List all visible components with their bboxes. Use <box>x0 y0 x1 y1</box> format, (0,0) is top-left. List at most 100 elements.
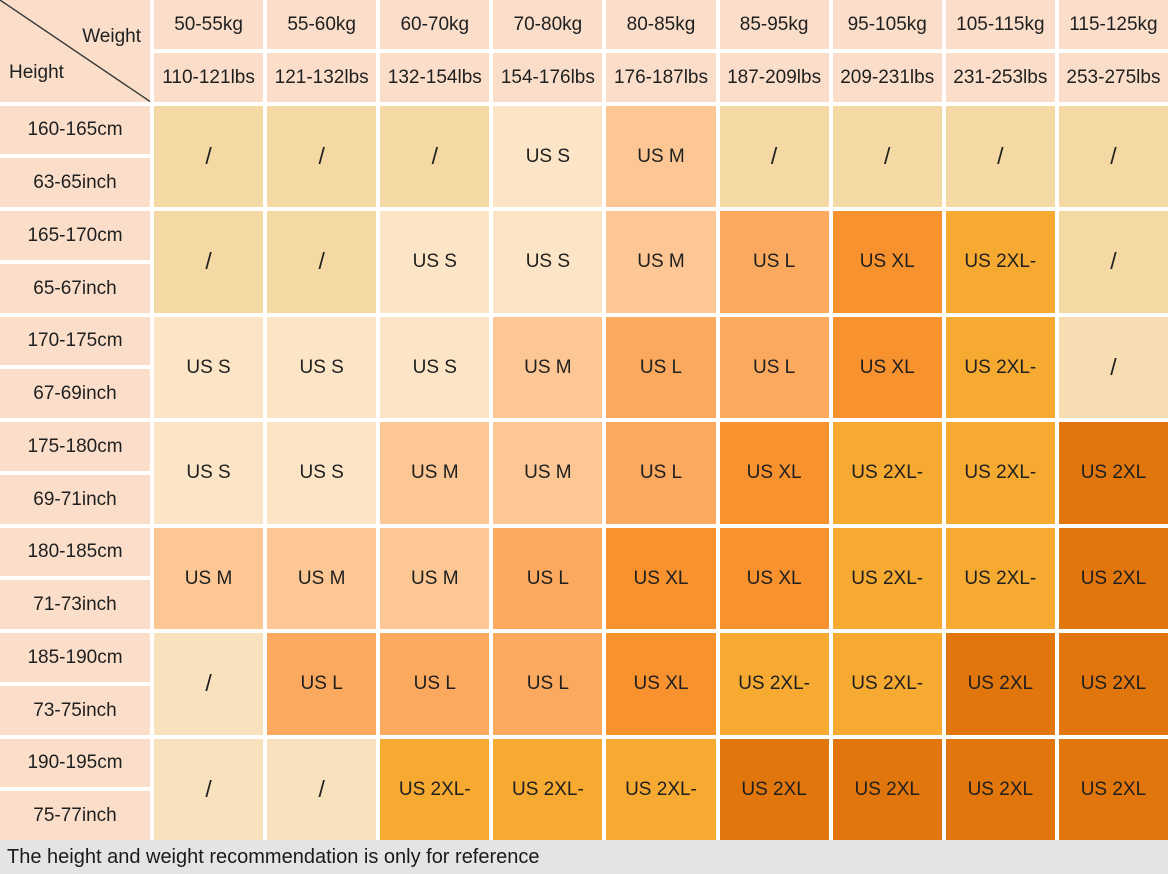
size-cell: US L <box>493 527 603 629</box>
size-cell: / <box>832 105 942 207</box>
size-cell: US S <box>154 316 264 418</box>
size-cell: US XL <box>606 527 716 629</box>
size-cell: US S <box>493 105 603 207</box>
weight-header-lbs: 253-275lbs <box>1058 52 1168 102</box>
size-cell: US 2XL <box>1058 422 1168 524</box>
size-cell: US XL <box>719 422 829 524</box>
height-header-inch: 75-77inch <box>0 791 150 840</box>
note-text: The height and weight recommendation is … <box>7 845 540 868</box>
size-cell: US 2XL- <box>945 211 1055 313</box>
height-header-inch: 63-65inch <box>0 158 150 207</box>
weight-header-lbs: 231-253lbs <box>945 52 1055 102</box>
size-cell: US 2XL- <box>832 633 942 735</box>
weight-header-lbs: 121-132lbs <box>267 52 377 102</box>
size-cell: US M <box>493 316 603 418</box>
height-header-cm: 175-180cm <box>0 422 150 471</box>
size-cell: / <box>380 105 490 207</box>
size-cell: / <box>945 105 1055 207</box>
size-cell: US S <box>267 316 377 418</box>
size-cell: / <box>154 105 264 207</box>
note-bar: The height and weight recommendation is … <box>0 840 1168 874</box>
size-cell: / <box>267 738 377 840</box>
weight-header-kg: 50-55kg <box>154 0 264 49</box>
size-cell: US 2XL <box>1058 633 1168 735</box>
size-cell: US 2XL <box>719 738 829 840</box>
size-cell: US L <box>719 211 829 313</box>
size-cell: / <box>154 633 264 735</box>
size-cell: US 2XL- <box>945 422 1055 524</box>
size-cell: / <box>267 211 377 313</box>
weight-header-kg: 70-80kg <box>493 0 603 49</box>
size-chart-table: Weight Height 50-55kg 55-60kg 60-70kg 70-80… <box>0 0 1168 840</box>
size-cell: US XL <box>606 633 716 735</box>
size-cell: US XL <box>832 211 942 313</box>
size-cell: US M <box>380 422 490 524</box>
size-cell: US S <box>154 422 264 524</box>
size-cell: / <box>1058 211 1168 313</box>
size-cell: / <box>719 105 829 207</box>
size-cell: US 2XL- <box>832 422 942 524</box>
height-header-cm: 170-175cm <box>0 316 150 366</box>
height-header-cm: 180-185cm <box>0 527 150 577</box>
size-cell: US 2XL- <box>719 633 829 735</box>
size-cell: US M <box>606 105 716 207</box>
height-header-inch: 73-75inch <box>0 685 150 735</box>
size-cell: US M <box>154 527 264 629</box>
size-cell: / <box>267 105 377 207</box>
weight-header-lbs: 209-231lbs <box>832 52 942 102</box>
size-cell: US M <box>606 211 716 313</box>
size-cell: US 2XL- <box>380 738 490 840</box>
height-header-inch: 69-71inch <box>0 474 150 524</box>
size-cell: US XL <box>719 527 829 629</box>
weight-header-kg: 55-60kg <box>267 0 377 49</box>
weight-header-kg: 105-115kg <box>945 0 1055 49</box>
weight-header-kg: 85-95kg <box>719 0 829 49</box>
size-cell: US M <box>493 422 603 524</box>
height-header-inch: 65-67inch <box>0 263 150 313</box>
weight-header-kg: 115-125kg <box>1058 0 1168 49</box>
weight-header-lbs: 176-187lbs <box>606 52 716 102</box>
size-cell: / <box>154 738 264 840</box>
size-cell: US 2XL <box>1058 527 1168 629</box>
height-header-inch: 71-73inch <box>0 580 150 629</box>
weight-header-lbs: 132-154lbs <box>380 52 490 102</box>
size-cell: US L <box>719 316 829 418</box>
size-cell: US L <box>606 316 716 418</box>
weight-header-lbs: 154-176lbs <box>493 52 603 102</box>
size-cell: US 2XL <box>1058 738 1168 840</box>
size-cell: US 2XL- <box>606 738 716 840</box>
size-cell: US L <box>606 422 716 524</box>
size-cell: / <box>154 211 264 313</box>
size-cell: US L <box>380 633 490 735</box>
size-cell: US 2XL- <box>493 738 603 840</box>
size-cell: US 2XL <box>945 738 1055 840</box>
height-header-cm: 165-170cm <box>0 211 150 260</box>
size-cell: US S <box>380 211 490 313</box>
weight-header-kg: 60-70kg <box>380 0 490 49</box>
height-header-inch: 67-69inch <box>0 369 150 418</box>
size-cell: US L <box>267 633 377 735</box>
height-header-cm: 160-165cm <box>0 105 150 155</box>
size-cell: US 2XL- <box>832 527 942 629</box>
height-header-cm: 190-195cm <box>0 738 150 788</box>
size-cell: US M <box>380 527 490 629</box>
size-cell: US L <box>493 633 603 735</box>
size-cell: US 2XL <box>832 738 942 840</box>
weight-header-kg: 95-105kg <box>832 0 942 49</box>
weight-axis-label: Weight <box>82 26 141 47</box>
size-cell: US 2XL- <box>945 316 1055 418</box>
weight-header-kg: 80-85kg <box>606 0 716 49</box>
size-cell: / <box>1058 105 1168 207</box>
size-cell: US S <box>493 211 603 313</box>
size-cell: US XL <box>832 316 942 418</box>
height-header-cm: 185-190cm <box>0 633 150 682</box>
weight-header-lbs: 110-121lbs <box>154 52 264 102</box>
size-cell: US S <box>380 316 490 418</box>
diagonal-line <box>0 0 150 102</box>
corner-cell: Weight Height <box>0 0 150 102</box>
size-cell: US 2XL- <box>945 527 1055 629</box>
weight-header-lbs: 187-209lbs <box>719 52 829 102</box>
size-cell: US 2XL <box>945 633 1055 735</box>
height-axis-label: Height <box>9 61 64 83</box>
size-cell: US S <box>267 422 377 524</box>
